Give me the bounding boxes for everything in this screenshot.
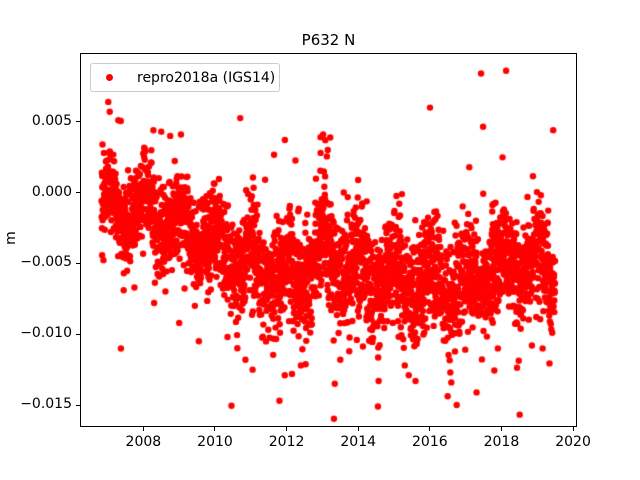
legend: repro2018a (IGS14) <box>90 63 280 92</box>
y-tick-mark <box>76 121 80 123</box>
x-tick-mark <box>142 427 144 431</box>
legend-marker-dot-icon <box>106 74 113 81</box>
y-tick-label: −0.010 <box>20 325 72 342</box>
x-tick-label: 2012 <box>268 434 305 450</box>
x-tick-mark <box>429 427 431 431</box>
x-tick-mark <box>500 427 502 431</box>
chart-title: P632 N <box>301 31 356 49</box>
y-tick-mark <box>76 404 80 406</box>
y-tick-label: −0.005 <box>20 254 72 271</box>
x-tick-label: 2016 <box>412 434 448 450</box>
x-tick-label: 2020 <box>555 434 591 450</box>
y-tick-mark <box>76 262 80 264</box>
x-tick-mark <box>286 427 288 431</box>
y-tick-label: 0.005 <box>31 112 72 129</box>
x-tick-label: 2018 <box>483 434 520 450</box>
x-tick-label: 2014 <box>340 434 377 450</box>
x-tick-label: 2010 <box>197 434 233 450</box>
x-tick-mark <box>214 427 216 431</box>
y-axis-label: m <box>2 231 19 245</box>
y-tick-label: 0.000 <box>31 183 72 200</box>
y-tick-label: −0.015 <box>20 396 72 413</box>
x-tick-label: 2008 <box>125 434 162 450</box>
y-tick-mark <box>76 192 80 194</box>
x-tick-mark <box>357 427 359 431</box>
y-tick-mark <box>76 333 80 335</box>
x-tick-mark <box>572 427 574 431</box>
legend-label: repro2018a (IGS14) <box>137 69 276 86</box>
